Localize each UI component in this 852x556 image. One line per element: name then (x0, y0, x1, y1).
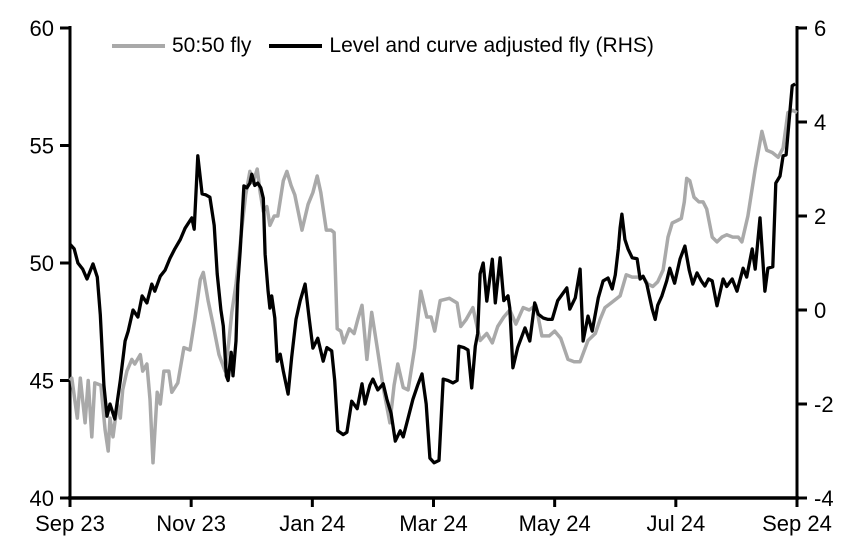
black-line-swatch (269, 44, 323, 48)
x-axis-tick-label: Sep 24 (762, 511, 832, 536)
left-axis-tick-label: 55 (30, 134, 54, 159)
left-axis-tick-label: 50 (30, 251, 54, 276)
legend-item-5050-fly: 50:50 fly (112, 33, 251, 59)
series-line-5050-fly (68, 108, 798, 465)
x-axis-tick-label: Jan 24 (279, 511, 345, 536)
axes: 40 45 50 55 60 -4 -2 0 2 4 6 Sep 23 Nov 23 Jan 24 Mar … (30, 16, 834, 536)
right-axis-tick-label: 2 (814, 204, 826, 229)
legend: 50:50 fly Level and curve adjusted fly (… (112, 33, 654, 59)
left-axis-tick-label: 60 (30, 16, 54, 41)
right-axis-tick-label: 0 (814, 298, 826, 323)
gray-line-swatch (112, 44, 165, 48)
left-axis-tick-label: 40 (30, 486, 54, 511)
x-axis-tick-label: Jul 24 (646, 511, 705, 536)
series-lines (68, 82, 798, 465)
x-axis-tick-label: Mar 24 (399, 511, 467, 536)
legend-item-adjusted-fly: Level and curve adjusted fly (RHS) (269, 33, 654, 59)
legend-label-5050-fly: 50:50 fly (172, 34, 252, 57)
legend-label-adjusted-fly: Level and curve adjusted fly (RHS) (329, 34, 654, 57)
x-axis-tick-label: May 24 (519, 511, 591, 536)
right-axis-tick-label: -2 (814, 392, 834, 417)
x-axis-tick-label: Nov 23 (156, 511, 226, 536)
x-axis-tick-label: Sep 23 (35, 511, 105, 536)
series-line-level-curve-adjusted-fly (68, 82, 797, 465)
right-axis-tick-label: 6 (814, 16, 826, 41)
left-axis-tick-label: 45 (30, 369, 54, 394)
right-axis-tick-label: -4 (814, 486, 834, 511)
right-axis-tick-label: 4 (814, 110, 826, 135)
